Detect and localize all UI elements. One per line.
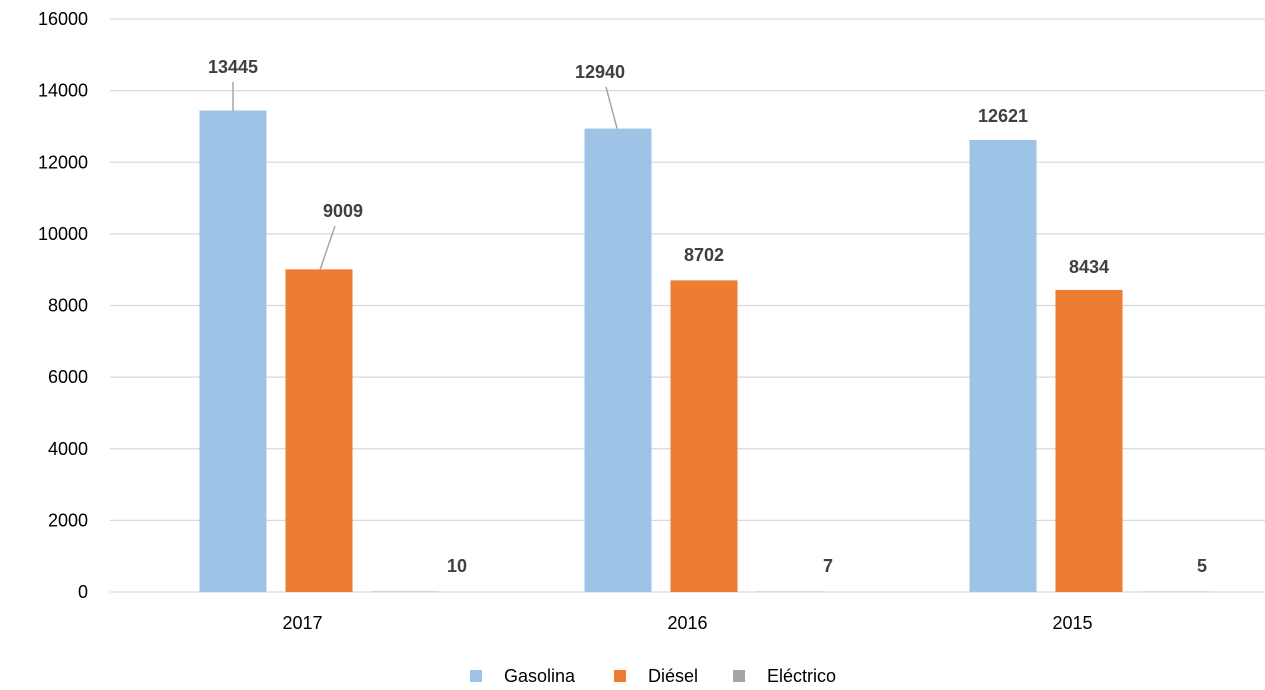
data-label-diésel-2015: 8434: [1069, 257, 1109, 277]
bars: [199, 110, 1209, 592]
bar-diésel-2017: [285, 269, 353, 592]
legend-swatch-gasolina: [470, 670, 482, 682]
data-label-diésel-2016: 8702: [684, 245, 724, 265]
bar-diésel-2016: [670, 280, 738, 592]
data-label-diésel-2017: 9009: [323, 201, 363, 221]
leader-lines: [232, 82, 618, 270]
bar-gasolina-2016: [584, 128, 652, 592]
data-label-eléctrico-2015: 5: [1197, 556, 1207, 576]
y-tick-label: 12000: [38, 152, 88, 172]
x-tick-label: 2016: [667, 613, 707, 633]
legend-label-gasolina: Gasolina: [504, 666, 576, 686]
data-label-eléctrico-2017: 10: [447, 556, 467, 576]
data-label-gasolina-2016: 12940: [575, 62, 625, 82]
legend-swatch-diésel: [614, 670, 626, 682]
data-label-gasolina-2015: 12621: [978, 106, 1028, 126]
bar-gasolina-2015: [969, 140, 1037, 592]
data-label-eléctrico-2016: 7: [823, 556, 833, 576]
y-tick-label: 16000: [38, 9, 88, 29]
y-tick-label: 2000: [48, 510, 88, 530]
y-tick-label: 4000: [48, 439, 88, 459]
x-axis-ticks: 2017 2016 2015: [282, 613, 1092, 633]
data-label-gasolina-2017: 13445: [208, 57, 258, 77]
y-tick-label: 8000: [48, 296, 88, 316]
leader-line: [319, 225, 336, 270]
bar-diésel-2015: [1055, 289, 1123, 592]
y-tick-label: 0: [78, 582, 88, 602]
leader-line: [605, 86, 618, 129]
y-axis-ticks: 0 2000 4000 6000 8000 10000 12000 14000 16000: [38, 9, 88, 602]
legend-swatch-eléctrico: [733, 670, 745, 682]
data-labels: 13445 9009 10 12940 8702 7 12621 8434 5: [208, 57, 1207, 576]
legend: Gasolina Diésel Eléctrico: [470, 666, 836, 686]
x-tick-label: 2017: [282, 613, 322, 633]
y-tick-label: 10000: [38, 224, 88, 244]
bar-gasolina-2017: [199, 110, 267, 592]
y-tick-label: 14000: [38, 81, 88, 101]
y-tick-label: 6000: [48, 367, 88, 387]
legend-label-eléctrico: Eléctrico: [767, 666, 836, 686]
x-tick-label: 2015: [1052, 613, 1092, 633]
legend-label-diésel: Diésel: [648, 666, 698, 686]
